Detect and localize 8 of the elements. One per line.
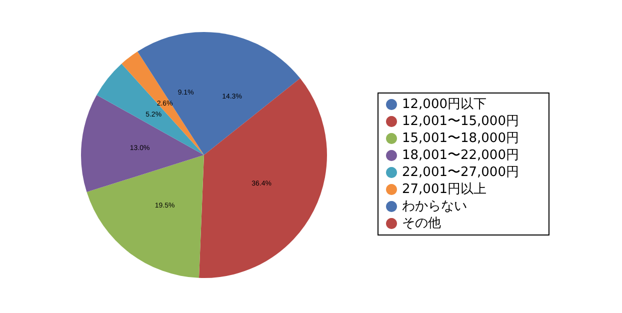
legend-label: 27,001円以上 xyxy=(402,182,486,197)
legend-label: 18,001〜22,000円 xyxy=(402,148,519,163)
legend-label: その他 xyxy=(402,216,441,231)
legend-label: 12,000円以下 xyxy=(402,97,486,112)
legend-label: 12,001〜15,000円 xyxy=(402,114,519,129)
legend-label: わからない xyxy=(402,199,467,214)
legend-label: 15,001〜18,000円 xyxy=(402,131,519,146)
legend-label: 22,001〜27,000円 xyxy=(402,165,519,180)
